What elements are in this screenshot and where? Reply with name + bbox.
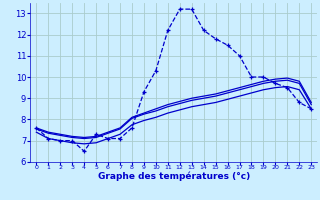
X-axis label: Graphe des températures (°c): Graphe des températures (°c) <box>98 172 250 181</box>
